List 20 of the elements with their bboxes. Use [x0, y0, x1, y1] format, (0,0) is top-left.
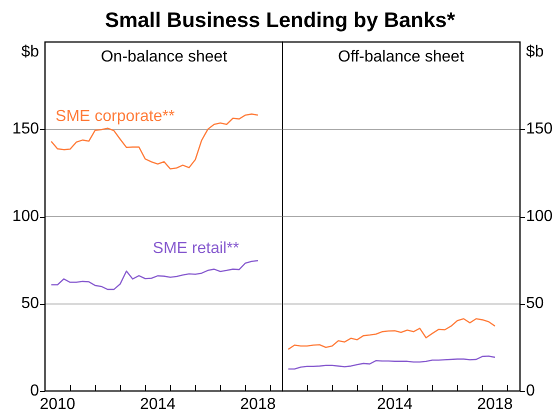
- y-tick-label: 100: [526, 208, 553, 225]
- chart-subtitle: Off-balance sheet: [338, 48, 465, 66]
- x-tick-label: 2014: [140, 396, 176, 414]
- x-tick-label: 2018: [240, 396, 276, 414]
- x-tick-label: 2014: [376, 396, 413, 414]
- y-tick-label: 50: [526, 295, 544, 312]
- y-tick-label: 150: [12, 120, 40, 138]
- chart-title: Small Business Lending by Banks*: [104, 8, 456, 34]
- series-label: SME corporate**: [56, 108, 175, 125]
- y-tick-label: 50: [21, 295, 40, 312]
- chart-subtitle: On-balance sheet: [100, 48, 228, 66]
- y-tick-label: 0: [30, 382, 40, 400]
- y-axis-title: $b: [21, 43, 40, 60]
- y-tick-label: 150: [526, 120, 553, 138]
- x-tick-label: 2010: [40, 396, 76, 414]
- series-label: SME retail**: [152, 240, 240, 257]
- y-axis-title: $b: [526, 43, 544, 60]
- x-tick-label: 2018: [477, 396, 513, 414]
- y-tick-label: 0: [526, 382, 535, 400]
- y-tick-label: 100: [12, 208, 40, 225]
